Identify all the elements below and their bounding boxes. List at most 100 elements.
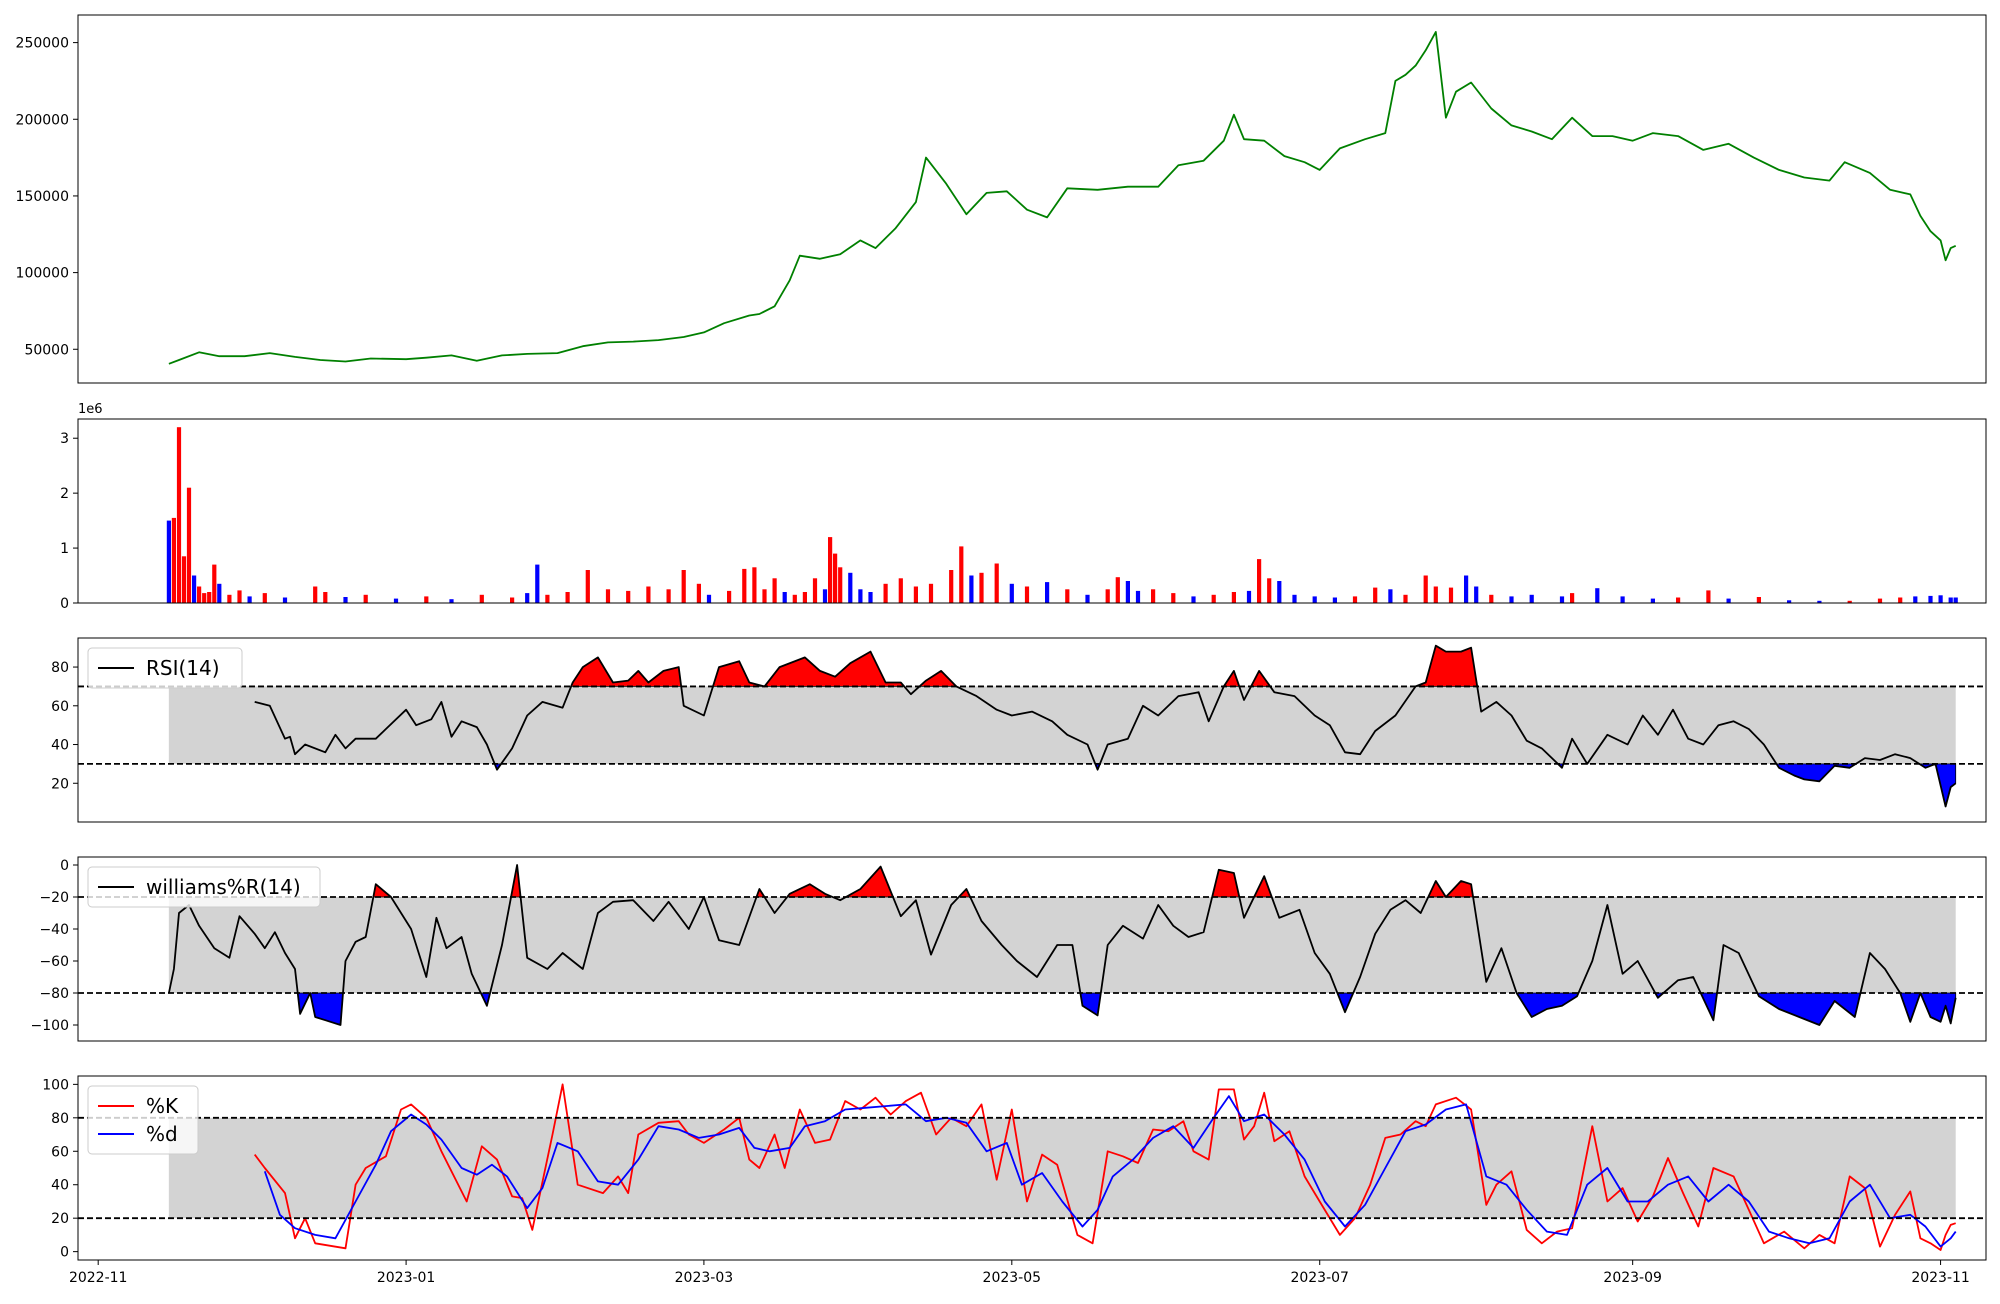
volume-bar xyxy=(1676,597,1681,603)
volume-bar xyxy=(1125,581,1130,603)
price-plot-area xyxy=(168,30,1957,365)
volume-bar xyxy=(1529,594,1534,603)
volume-bar xyxy=(1045,582,1050,603)
volume-bar xyxy=(186,487,192,603)
rsi-overbought-fill xyxy=(570,656,682,687)
volume-bar xyxy=(1403,594,1408,603)
volume-bar xyxy=(1246,590,1252,603)
volume-bar xyxy=(171,517,176,603)
volume-bar xyxy=(605,589,611,603)
volume-bar xyxy=(1423,575,1428,603)
y-tick-label: −60 xyxy=(39,954,69,970)
volume-bar xyxy=(1620,596,1625,603)
volume-bar xyxy=(727,590,732,603)
y-tick-label: 50000 xyxy=(24,342,69,358)
volume-bar xyxy=(646,586,651,603)
y-tick-label: 40 xyxy=(51,1178,69,1194)
volume-bar xyxy=(772,578,777,603)
volume-bar xyxy=(949,570,954,603)
legend-label: %K xyxy=(146,1094,179,1118)
volume-bar xyxy=(1913,596,1918,603)
volume-bar xyxy=(838,567,843,603)
volume-bar xyxy=(1312,596,1317,603)
y-tick-label: 40 xyxy=(51,738,69,754)
williams-oversold-fill xyxy=(1919,992,1957,1024)
williams-oversold-fill xyxy=(1899,992,1921,1024)
volume-bar xyxy=(1706,590,1711,603)
volume-bar xyxy=(181,556,187,603)
volume-bar xyxy=(898,578,903,603)
volume-bar xyxy=(1135,590,1141,603)
stochastic-legend: %K %d xyxy=(87,1085,199,1155)
volume-plot-area xyxy=(166,427,1958,603)
stochastic-axes-frame xyxy=(77,1075,1987,1261)
volume-bar xyxy=(1257,559,1262,603)
panel-price: 50000 100000 150000 200000 250000 xyxy=(16,14,1987,384)
volume-bar xyxy=(1953,597,1958,603)
y-tick-label: 80 xyxy=(51,660,69,676)
x-tick-label: 2023-01 xyxy=(377,1270,436,1286)
y-tick-label: −20 xyxy=(39,890,69,906)
y-tick-label: 200000 xyxy=(16,112,69,128)
volume-bar xyxy=(792,594,797,603)
volume-bar xyxy=(913,586,918,603)
volume-bar xyxy=(858,589,863,603)
volume-bar xyxy=(262,593,267,603)
x-tick-label: 2023-03 xyxy=(675,1270,734,1286)
volume-bar xyxy=(752,567,757,603)
volume-bar xyxy=(802,592,807,603)
y-tick-label: 1 xyxy=(60,541,69,557)
volume-bar xyxy=(1115,577,1120,603)
panel-williams: −100 −80 −60 −40 −20 0 williams%R(14) xyxy=(31,856,1987,1042)
rsi-plot-area xyxy=(78,644,1986,808)
volume-bar xyxy=(1464,575,1469,603)
volume-bar xyxy=(1277,581,1282,603)
volume-bar xyxy=(1009,583,1014,603)
volume-bar xyxy=(1756,597,1761,603)
volume-bar xyxy=(979,572,984,603)
volume-bar xyxy=(1211,594,1216,603)
volume-bar xyxy=(696,583,701,603)
y-tick-label: 60 xyxy=(51,1144,69,1160)
y-tick-label: 250000 xyxy=(16,36,69,52)
y-tick-label: 0 xyxy=(60,1245,69,1261)
volume-bar xyxy=(202,593,207,603)
volume-bar xyxy=(217,583,222,603)
volume-bar xyxy=(1928,595,1933,603)
volume-bar xyxy=(1024,586,1030,603)
volume-bar xyxy=(928,583,934,603)
y-tick-label: 150000 xyxy=(16,189,69,205)
volume-bar xyxy=(782,592,787,603)
volume-bar xyxy=(424,596,429,603)
volume-bar xyxy=(828,537,833,603)
volume-bar xyxy=(994,563,999,603)
y-tick-label: 100 xyxy=(42,1077,69,1093)
volume-bar xyxy=(166,520,171,603)
volume-bar xyxy=(192,575,197,603)
volume-bar xyxy=(227,594,232,603)
y-tick-label: −40 xyxy=(39,922,69,938)
volume-bar xyxy=(883,583,888,603)
volume-bar xyxy=(535,564,540,603)
volume-bar xyxy=(1171,593,1176,603)
volume-bar xyxy=(1938,595,1943,603)
volume-bar xyxy=(1509,596,1514,603)
y-tick-label: 20 xyxy=(51,1211,69,1227)
volume-bar xyxy=(1847,600,1852,603)
volume-bar xyxy=(1191,596,1196,603)
rsi-axes-frame xyxy=(77,637,1987,823)
volume-bar xyxy=(868,592,873,603)
volume-bar xyxy=(1448,587,1454,603)
williams-oversold-fill xyxy=(1515,992,1580,1018)
volume-axes-frame xyxy=(77,418,1987,604)
williams-series-line xyxy=(168,864,1957,1026)
volume-bar xyxy=(479,594,484,603)
volume-bar xyxy=(197,586,202,603)
williams-legend: williams%R(14) xyxy=(87,866,321,908)
volume-bar xyxy=(525,593,530,603)
y-tick-label: −80 xyxy=(39,986,69,1002)
volume-bar xyxy=(1292,594,1297,603)
legend-box xyxy=(87,1085,199,1155)
volume-bar xyxy=(742,568,747,603)
